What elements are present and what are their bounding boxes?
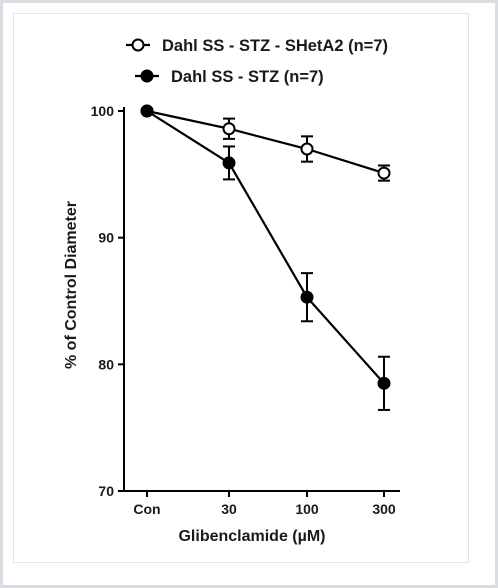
data-point [377,166,391,180]
figure-inner-frame [13,13,469,563]
axes [123,107,400,492]
x-ticks: Con 30 100 300 [133,491,396,517]
legend-label-stz: Dahl SS - STZ (n=7) [171,68,324,86]
y-tick-label: 70 [98,483,114,499]
legend-marker-stz [140,69,154,83]
y-tick-label: 80 [98,356,114,372]
data-point [300,290,314,304]
x-tick-label: 300 [372,501,396,517]
y-ticks: 70 80 90 100 [91,103,124,499]
y-tick-label: 90 [98,230,114,246]
series-line [146,109,385,175]
plot-area [140,104,391,411]
series-line [146,110,385,385]
x-tick-label: 100 [295,501,319,517]
legend: Dahl SS - STZ - SHetA2 (n=7) Dahl SS - S… [126,37,388,86]
legend-marker-shetA2 [131,38,145,52]
data-point [222,156,236,170]
x-axis-title: Glibenclamide (µM) [178,528,325,545]
series-0 [140,104,391,182]
data-point [222,122,236,136]
y-axis-title: % of Control Diameter [63,201,80,369]
data-point [300,142,314,156]
legend-label-shetA2: Dahl SS - STZ - SHetA2 (n=7) [162,37,388,55]
legend-item-shetA2: Dahl SS - STZ - SHetA2 (n=7) [126,37,388,55]
data-point [140,104,154,118]
legend-item-stz: Dahl SS - STZ (n=7) [135,68,324,86]
x-tick-label: 30 [221,501,237,517]
y-tick-label: 100 [91,103,115,119]
data-point [377,376,391,390]
series-1 [140,104,391,411]
x-tick-label: Con [133,501,160,517]
